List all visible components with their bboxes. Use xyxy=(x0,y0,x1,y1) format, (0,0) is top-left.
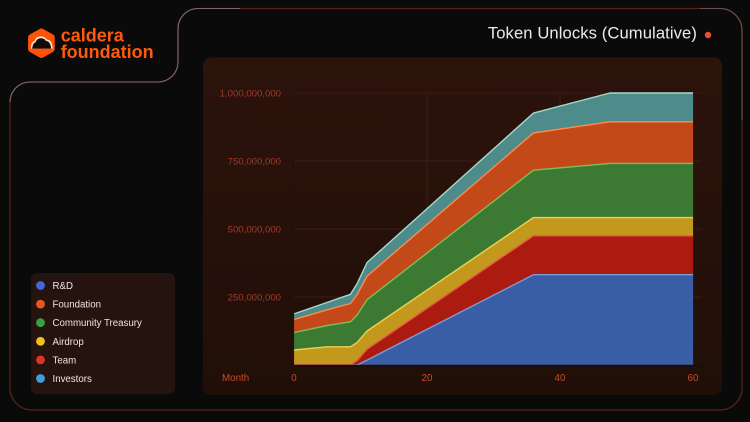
svg-text:foundation: foundation xyxy=(61,42,154,62)
svg-text:500,000,000: 500,000,000 xyxy=(228,225,281,236)
svg-text:750,000,000: 750,000,000 xyxy=(228,157,281,168)
svg-text:Foundation: Foundation xyxy=(53,300,101,311)
svg-text:Month: Month xyxy=(222,373,249,384)
svg-text:20: 20 xyxy=(422,373,433,384)
svg-text:250,000,000: 250,000,000 xyxy=(228,293,281,304)
svg-text:0: 0 xyxy=(291,373,297,384)
svg-text:1,000,000,000: 1,000,000,000 xyxy=(220,89,281,100)
svg-text:60: 60 xyxy=(688,373,699,384)
svg-text:caldera: caldera xyxy=(61,25,125,45)
svg-text:Community Treasury: Community Treasury xyxy=(53,318,143,329)
svg-text:Token Unlocks (Cumulative): Token Unlocks (Cumulative) xyxy=(488,24,697,43)
svg-text:Team: Team xyxy=(53,355,77,366)
svg-text:R&D: R&D xyxy=(53,281,73,292)
svg-text:40: 40 xyxy=(555,373,566,384)
svg-text:Airdrop: Airdrop xyxy=(53,337,84,348)
svg-text:Investors: Investors xyxy=(53,374,92,385)
